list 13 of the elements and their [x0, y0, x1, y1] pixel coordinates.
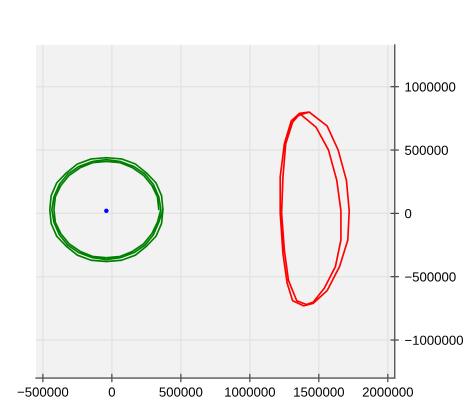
y-tick-label: 500000: [404, 146, 448, 155]
x-tick-label: 500000: [159, 387, 202, 397]
y-tick-label: −1000000: [405, 336, 464, 345]
x-tick-label: 2000000: [362, 387, 414, 397]
x-tick-label: 0: [108, 387, 116, 397]
line-series: [279, 111, 350, 307]
y-tick-label: 0: [404, 208, 412, 218]
x-tick-label: 1000000: [225, 387, 276, 397]
y-tick-label: −500000: [405, 272, 456, 282]
line-series: [48, 156, 164, 262]
x-tick-label: 1500000: [294, 387, 344, 397]
y-tick-label: 1000000: [405, 82, 456, 92]
x-tick-label: −500000: [18, 387, 68, 397]
